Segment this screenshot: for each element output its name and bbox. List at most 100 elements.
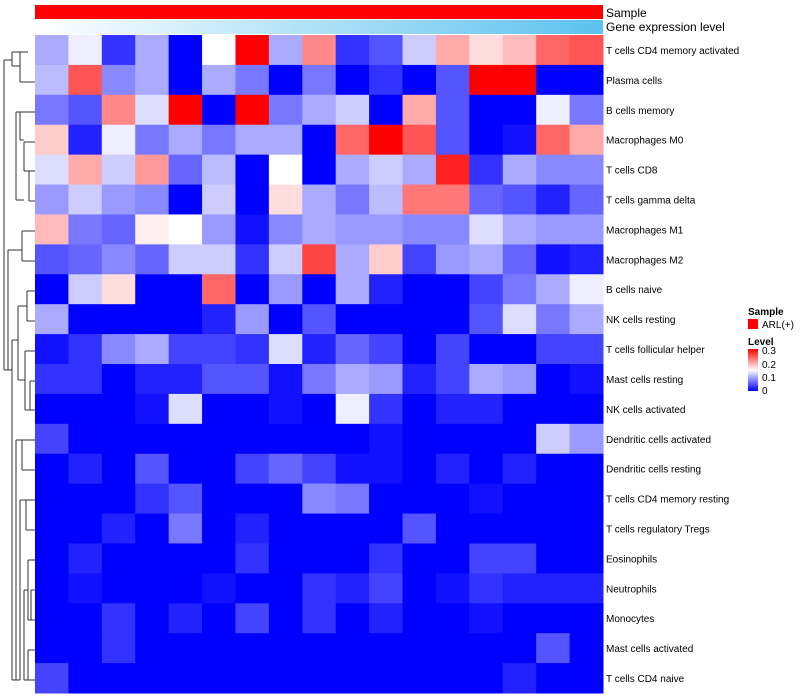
heatmap-cell [35,364,69,395]
heatmap-cell [435,154,470,186]
heatmap-cell [101,573,136,604]
heatmap-cell [435,244,470,275]
heatmap-cell [202,214,236,245]
heatmap-cell [502,35,537,66]
heatmap-cell [335,573,370,604]
legend-level-tick-0.2: 0.2 [762,360,776,371]
heatmap-cell [202,543,236,574]
heatmap-cell [435,304,470,335]
expression-annotation-bar [35,20,603,34]
heatmap-cell [569,154,604,186]
heatmap-cell [302,334,337,365]
heatmap-cell [469,35,504,66]
heatmap-cell [569,393,604,425]
heatmap-cell [369,94,404,126]
heatmap-cell [35,663,69,694]
heatmap-cell [101,64,136,96]
heatmap-cell [335,513,370,544]
heatmap-cell [135,64,170,96]
heatmap-cell [135,154,170,186]
row-labels: T cells CD4 memory activated Plasma cells… [606,46,739,685]
heatmap-cell [302,35,337,66]
heatmap-cell [101,633,136,664]
heatmap-cell [168,35,203,66]
heatmap-cell [68,64,103,96]
heatmap-cell [335,663,370,694]
heatmap-cell [302,513,337,544]
heatmap-cell [402,334,437,365]
heatmap-cell [435,64,470,96]
heatmap-cell [68,513,103,544]
heatmap-cell [402,124,437,156]
heatmap-cell [235,423,270,455]
heatmap-cell [536,64,571,96]
heatmap-cell [235,393,270,425]
heatmap-cell [369,453,404,485]
heatmap-cell [268,304,303,335]
heatmap-cell [135,393,170,425]
heatmap-cell [335,543,370,574]
legend: Sample ARL(+) Level 0.3 0.2 0.1 0 [748,307,794,397]
heatmap-cell [68,274,103,305]
row-label: T cells regulatory Tregs [606,525,710,536]
heatmap-cell [536,304,571,335]
heatmap-cell [402,603,437,634]
heatmap-cell [68,633,103,664]
heatmap-cell [402,154,437,186]
heatmap-cell [369,124,404,156]
heatmap-cell [202,573,236,604]
heatmap-cell [302,603,337,634]
heatmap-cell [502,573,537,604]
heatmap-cell [469,244,504,275]
heatmap-cell [536,423,571,455]
heatmap-cell [68,393,103,425]
heatmap-cell [569,453,604,485]
heatmap-cell [168,543,203,574]
heatmap-cell [135,244,170,275]
heatmap-cell [235,573,270,604]
heatmap-cell [302,573,337,604]
heatmap-cell [435,633,470,664]
heatmap-cell [502,423,537,455]
heatmap-cell [569,573,604,604]
heatmap-cell [101,364,136,395]
row-label: Monocytes [606,614,654,625]
heatmap-cell [168,214,203,245]
row-label: Dendritic cells resting [606,465,701,476]
heatmap-cell [536,35,571,66]
heatmap-cell [101,543,136,574]
heatmap-cell [402,244,437,275]
heatmap-cell [536,214,571,245]
heatmap-cell [502,483,537,515]
heatmap-cell [168,154,203,186]
heatmap-cell [268,184,303,215]
heatmap-cell [135,513,170,544]
heatmap-cell [469,453,504,485]
heatmap-cell [302,274,337,305]
heatmap-cell [168,334,203,365]
heatmap-cell [202,663,236,694]
heatmap-cell [302,214,337,245]
heatmap-cell [435,94,470,126]
heatmap-cell [235,633,270,664]
heatmap-cell [536,573,571,604]
heatmap-cell [268,453,303,485]
heatmap-cell [101,483,136,515]
row-label: T cells follicular helper [606,345,705,356]
heatmap-cell [101,94,136,126]
heatmap-cell [469,483,504,515]
heatmap-cell [502,453,537,485]
heatmap-cell [335,94,370,126]
heatmap-cell [469,423,504,455]
heatmap-cell [135,573,170,604]
heatmap-cell [569,64,604,96]
heatmap-cell [101,274,136,305]
heatmap-cell [268,603,303,634]
heatmap-cell [35,124,69,156]
heatmap-cell [101,423,136,455]
heatmap-cell [235,453,270,485]
heatmap-cell [202,633,236,664]
heatmap-cell [402,453,437,485]
heatmap-cell [268,334,303,365]
heatmap-cell [369,573,404,604]
